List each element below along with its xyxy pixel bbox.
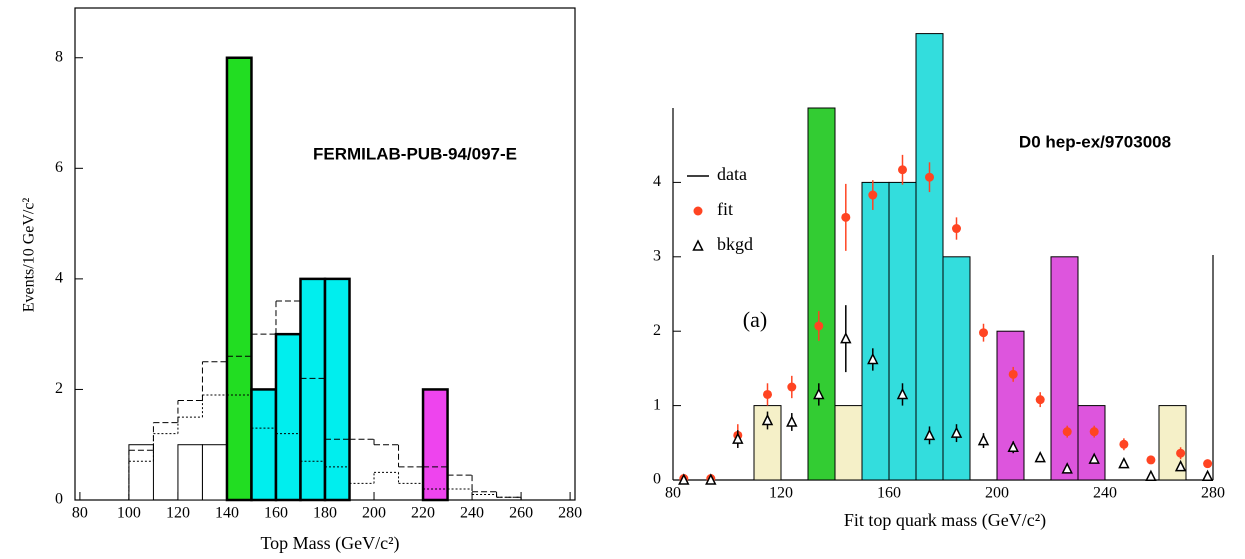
bkgd-point [1061, 462, 1073, 474]
y-tick-label: 8 [55, 48, 63, 65]
bkgd-point [813, 387, 825, 400]
y-tick-label: 1 [653, 396, 661, 413]
histogram-bar [861, 181, 890, 481]
fit-point [1176, 448, 1186, 458]
bkgd-point [950, 426, 963, 438]
bkgd-point [840, 331, 852, 344]
legend-swatch [693, 206, 703, 216]
fit-point [841, 212, 851, 222]
fit-point [1008, 369, 1018, 379]
histogram-bar [323, 277, 351, 502]
panel-label: (a) [743, 307, 767, 332]
legend-label: fit [717, 199, 733, 219]
x-tick-label: 100 [117, 505, 141, 522]
histogram-bar [888, 181, 917, 481]
bkgd-point [1118, 456, 1130, 469]
histogram-bar [128, 444, 154, 501]
fit-point [787, 382, 797, 392]
fit-point [952, 224, 961, 234]
bkgd-point [1034, 451, 1046, 463]
bkgd-point [1145, 469, 1157, 482]
x-tick-label: 80 [72, 505, 88, 522]
bkgd-point [896, 387, 909, 400]
bkgd-point [1007, 440, 1019, 453]
x-tick-label: 120 [769, 485, 793, 502]
x-tick-label: 200 [362, 505, 386, 522]
y-tick-label: 3 [653, 247, 661, 264]
x-tick-label: 220 [411, 505, 435, 522]
histogram-bar [274, 332, 302, 502]
fit-point [1035, 395, 1045, 405]
bkgd-point [761, 413, 774, 426]
histogram-bar [1050, 256, 1079, 481]
x-tick-label: 120 [166, 505, 190, 522]
x-tick-label: 160 [264, 505, 288, 522]
x-tick-label: 200 [985, 485, 1009, 502]
x-tick-label: 140 [215, 505, 239, 522]
x-axis-title: Fit top quark mass (GeV/c²) [844, 510, 1046, 531]
bkgd-point [678, 473, 690, 485]
x-tick-label: 160 [877, 485, 901, 502]
fit-point [1089, 427, 1099, 437]
histogram-bar [177, 444, 203, 501]
bkgd-point [977, 433, 990, 446]
bkgd-point [1088, 452, 1100, 464]
fit-point [925, 172, 934, 182]
fit-point [763, 389, 772, 399]
x-tick-label: 80 [665, 485, 681, 502]
y-tick-label: 0 [55, 491, 63, 508]
bkgd-point [1174, 459, 1187, 472]
y-tick-label: 4 [55, 270, 63, 287]
x-tick-label: 280 [1201, 485, 1225, 502]
y-axis-title: Events/10 GeV/c² [21, 198, 38, 313]
annotation: FERMILAB-PUB-94/097-E [313, 144, 517, 163]
annotation: D0 hep-ex/9703008 [1019, 132, 1171, 151]
fit-point [868, 190, 878, 200]
legend-label: bkgd [717, 234, 753, 254]
bkgd-point [867, 352, 879, 365]
bkgd-point [1201, 469, 1214, 482]
histogram-bar [915, 33, 944, 481]
legend-swatch [692, 239, 704, 251]
y-tick-label: 2 [653, 322, 661, 339]
bkgd-point [923, 428, 936, 441]
y-tick-label: 4 [653, 173, 661, 190]
fit-point [1062, 427, 1072, 437]
fit-point [1119, 439, 1129, 449]
histogram-bar [942, 256, 971, 481]
histogram-bar [421, 388, 449, 502]
x-axis-title: Top Mass (GeV/c²) [260, 533, 399, 554]
x-tick-label: 280 [558, 505, 582, 522]
fit-point [1203, 459, 1213, 469]
histogram-bar [201, 444, 228, 501]
histogram-bar [996, 330, 1025, 481]
fit-point [1146, 455, 1156, 465]
y-tick-label: 6 [55, 159, 63, 176]
x-tick-label: 240 [460, 505, 484, 522]
bkgd-point [786, 415, 798, 427]
x-tick-label: 260 [509, 505, 533, 522]
histogram-bar [1077, 405, 1106, 481]
histogram-bar [225, 56, 253, 502]
bkgd-point [705, 473, 717, 485]
histogram-bar [807, 107, 836, 481]
x-tick-label: 180 [313, 505, 337, 522]
x-tick-label: 240 [1093, 485, 1117, 502]
y-tick-label: 2 [55, 380, 63, 397]
fit-point [979, 328, 988, 338]
histogram-bar [250, 388, 278, 502]
histogram-bar [299, 277, 327, 502]
y-tick-label: 0 [653, 471, 661, 488]
bkgd-point [732, 432, 744, 444]
legend-label: data [717, 164, 747, 184]
fit-point [898, 165, 907, 175]
histogram-bar [834, 405, 863, 481]
fit-point [814, 321, 824, 331]
